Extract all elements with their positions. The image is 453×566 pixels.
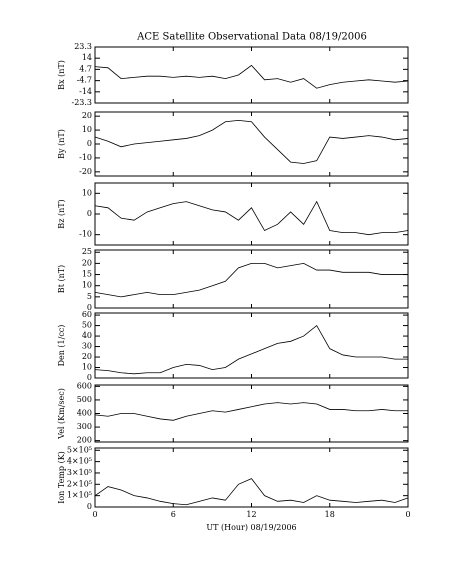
y-tick-label: 4.7 [79, 64, 92, 73]
y-tick-label: 0 [87, 373, 92, 382]
y-tick-label: 20 [82, 111, 92, 120]
data-line [94, 64, 409, 89]
y-axis-label: Bx (nT) [57, 60, 66, 90]
data-line [94, 262, 408, 298]
y-tick-label: 60 [82, 310, 92, 319]
data-line [94, 402, 408, 421]
y-tick-label: 10 [82, 363, 92, 372]
y-tick-label: 10 [82, 125, 92, 134]
x-axis-label: UT (Hour) 08/19/2006 [206, 523, 296, 532]
x-tick-label: 12 [246, 510, 256, 519]
y-tick-label: 400 [77, 409, 92, 418]
y-tick-label: 5×10⁵ [67, 445, 92, 454]
data-line [94, 200, 409, 236]
y-tick-label: -23.3 [71, 98, 92, 107]
y-tick-label: 2×10⁵ [67, 479, 92, 488]
data-line [94, 119, 409, 164]
y-axis-label: By (nT) [57, 129, 66, 159]
y-tick-label: 4×10⁵ [67, 457, 92, 466]
y-tick-label: 0 [87, 502, 92, 511]
y-tick-label: 50 [82, 321, 92, 330]
y-tick-label: 30 [82, 342, 92, 351]
y-tick-label: 20 [82, 258, 92, 267]
data-line [94, 324, 408, 375]
y-tick-label: 3×10⁵ [67, 468, 92, 477]
y-tick-label: 300 [77, 422, 92, 431]
x-tick-label: 6 [171, 510, 176, 519]
y-tick-label: 25 [82, 247, 92, 256]
y-axis-label: Den (1/cc) [57, 325, 66, 367]
y-tick-label: 23.3 [74, 42, 92, 51]
y-axis-label: Vel (Km/sec) [57, 388, 66, 440]
x-tick-label: 18 [325, 510, 335, 519]
y-tick-label: 10 [82, 188, 92, 197]
y-tick-label: 0 [87, 303, 92, 312]
y-tick-label: 5 [87, 292, 92, 301]
y-tick-label: -10 [79, 230, 92, 239]
y-tick-label: 0 [87, 209, 92, 218]
y-tick-label: 200 [77, 436, 92, 445]
chart-title: ACE Satellite Observational Data 08/19/2… [136, 32, 367, 43]
y-axis-label: Bz (nT) [57, 199, 66, 228]
y-tick-label: -4.7 [77, 76, 92, 85]
x-tick-label: 0 [92, 510, 97, 519]
y-tick-label: 14 [82, 53, 92, 62]
y-tick-label: 500 [77, 395, 92, 404]
y-tick-label: 600 [77, 381, 92, 390]
y-tick-label: 0 [87, 139, 92, 148]
x-tick-label: 0 [405, 510, 410, 519]
y-axis-label: Bt (nT) [57, 265, 66, 293]
data-line [94, 478, 409, 506]
y-tick-label: 1×10⁵ [67, 491, 92, 500]
y-tick-label: 20 [82, 352, 92, 361]
y-tick-label: 15 [82, 270, 92, 279]
y-axis-label: Ion Temp (K) [57, 451, 66, 504]
y-tick-label: -10 [79, 153, 92, 162]
y-tick-label: -14 [79, 87, 92, 96]
y-tick-label: 40 [82, 331, 92, 340]
y-tick-label: 10 [82, 281, 92, 290]
y-tick-label: -20 [79, 167, 92, 176]
